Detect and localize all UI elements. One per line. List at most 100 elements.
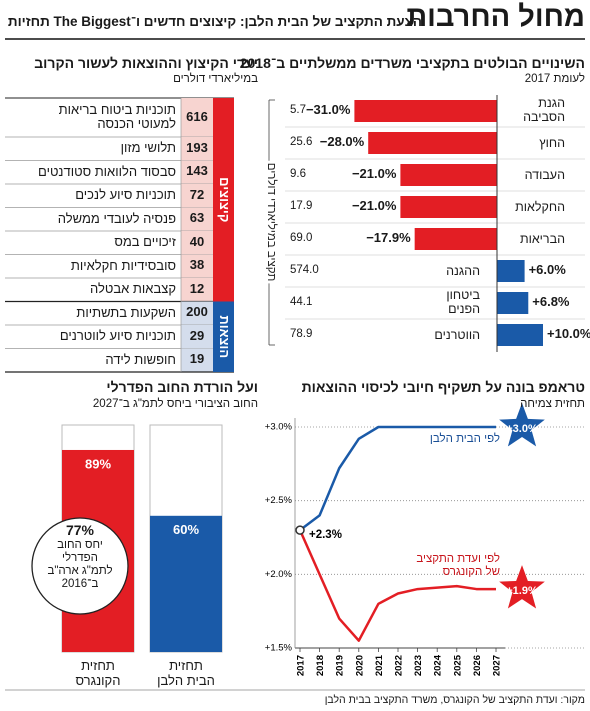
table-label: תוכניות סיוע לנכים: [75, 187, 176, 203]
budget-label: 78.9: [290, 328, 313, 340]
x-tick-label: 2024: [433, 654, 444, 676]
x-tick-label: 2023: [413, 655, 424, 676]
category-label: הגנת הסביבה: [523, 96, 565, 124]
y-tick-label: +2.5%: [265, 495, 293, 506]
number-cell: [181, 207, 213, 231]
value-label: +6.8%: [532, 294, 570, 309]
budget-label: 574.0: [290, 264, 319, 276]
table-label: סובסידיות חקלאיות: [70, 257, 176, 273]
table-value: 616: [186, 108, 208, 124]
start-point: [295, 525, 305, 535]
y-tick-label: +1.5%: [265, 643, 293, 654]
group-strip: [213, 98, 234, 302]
end-label: +1.9%: [506, 585, 538, 597]
table-label: סבסוד הלוואות סטודנטים: [38, 163, 176, 179]
annotation-value: 77%: [65, 522, 95, 538]
series-label: לפי הבית הלבן: [429, 433, 500, 445]
y-axis-label: תקציב במיליארדי דולרים: [265, 163, 278, 282]
budget-label: 9.6: [290, 168, 306, 180]
bar: [354, 100, 497, 122]
page-subtitle: הצעת התקציב של הבית הלבן: קיצוצים חדשים …: [7, 14, 422, 29]
value-label: −21.0%: [351, 198, 397, 213]
x-tick-label: 2019: [335, 655, 346, 676]
budget-label: 69.0: [290, 232, 313, 244]
number-cell: [181, 184, 213, 208]
annotation-circle: [31, 517, 129, 615]
table-value: 29: [189, 327, 205, 343]
end-star: [499, 565, 545, 609]
x-tick-label: 2022: [394, 655, 405, 676]
table-label: השקעות בתשתיות: [76, 304, 176, 320]
table-value: 63: [189, 210, 205, 226]
number-cell: [181, 137, 213, 161]
table-label: תוכניות סיוע לווטרנים: [59, 328, 176, 344]
group-label: הוצאות: [217, 315, 232, 358]
y-tick-label: +3.0%: [265, 422, 293, 433]
group-label: קיצוצים: [217, 177, 232, 222]
table-label: קצבאות אבטלה: [90, 281, 176, 297]
category-label: הווטרנים: [434, 327, 480, 342]
x-tick-label: 2027: [492, 655, 503, 676]
value-label: 60%: [173, 522, 199, 537]
x-tick-label: 2025: [452, 654, 463, 676]
chart-title: טראמפ בונה על תשקיף חיובי לכיסוי ההוצאות: [301, 379, 585, 395]
category-label: העבודה: [524, 167, 565, 182]
x-tick-label: 2020: [354, 655, 365, 676]
end-star: [499, 403, 545, 447]
chart-subtitle: החוב הציבורי ביחס לתמ"ג ב־2027: [92, 398, 258, 410]
table-value: 12: [189, 280, 205, 296]
number-cell: [181, 160, 213, 184]
bar: [414, 228, 497, 250]
series-label: לפי ועדת התקציב של הקונגרס: [416, 553, 500, 578]
annotation-text: יחס החוב הפדרלי לתמ"ג ארה"ב ב־2016: [47, 539, 113, 590]
table-value: 200: [186, 304, 208, 320]
table-value: 40: [189, 233, 205, 249]
table-label: פנסיה לעובדי ממשלה: [57, 210, 176, 226]
number-cell: [181, 231, 213, 255]
source: מקור: ועדת התקציב של הקונגרס, משרד התקצי…: [324, 694, 585, 706]
bar: [400, 164, 497, 186]
bar: [497, 260, 525, 282]
chart-title: יעדי הקיצוץ וההוצאות לעשור הקרוב: [34, 55, 258, 71]
category-label: הבריאות: [519, 231, 565, 246]
table-value: 19: [189, 351, 205, 367]
category-label: החוץ: [539, 135, 565, 150]
x-tick-label: 2017: [296, 655, 307, 676]
category-label: תחזית הקונגרס: [75, 658, 121, 688]
chart-subtitle: במיליארדי דולרים: [173, 73, 258, 85]
value-label: −17.9%: [366, 230, 411, 245]
table-label: תוכניות ביטוח בריאות למעוטי הכנסה: [58, 101, 176, 132]
chart-subtitle: תחזית צמיחה: [520, 398, 585, 410]
bar: [497, 324, 543, 346]
x-tick-label: 2026: [472, 655, 483, 676]
bar: [368, 132, 497, 154]
table-value: 38: [189, 257, 205, 273]
table-value: 193: [186, 139, 208, 155]
table-value: 143: [186, 163, 208, 179]
table-label: זיכויים במס: [114, 234, 176, 250]
start-label: +2.3%: [309, 529, 342, 541]
budget-label: 25.6: [290, 136, 313, 148]
end-label: +3.0%: [506, 423, 538, 435]
series-line: [299, 425, 496, 532]
category-label: ההגנה: [446, 263, 480, 278]
value-label: 89%: [85, 456, 111, 471]
bar: [497, 292, 529, 314]
number-cell: [181, 254, 213, 278]
category-label: ביטחון הפנים: [446, 288, 480, 316]
bar: [400, 196, 497, 218]
budget-label: 44.1: [290, 296, 313, 308]
table-value: 72: [189, 186, 205, 202]
number-cell: [181, 98, 213, 137]
number-cell: [181, 348, 213, 372]
value-label: +6.0%: [528, 262, 566, 277]
page-title: מחול החרבות: [406, 1, 585, 33]
table-label: תלושי מזון: [120, 140, 176, 156]
budget-label: 17.9: [290, 200, 313, 212]
y-tick-label: +2.0%: [265, 569, 293, 580]
value-label: −31.0%: [305, 102, 351, 117]
number-cell: [181, 325, 213, 349]
chart-subtitle: לעומת 2017: [524, 73, 585, 85]
bar: [150, 515, 222, 652]
